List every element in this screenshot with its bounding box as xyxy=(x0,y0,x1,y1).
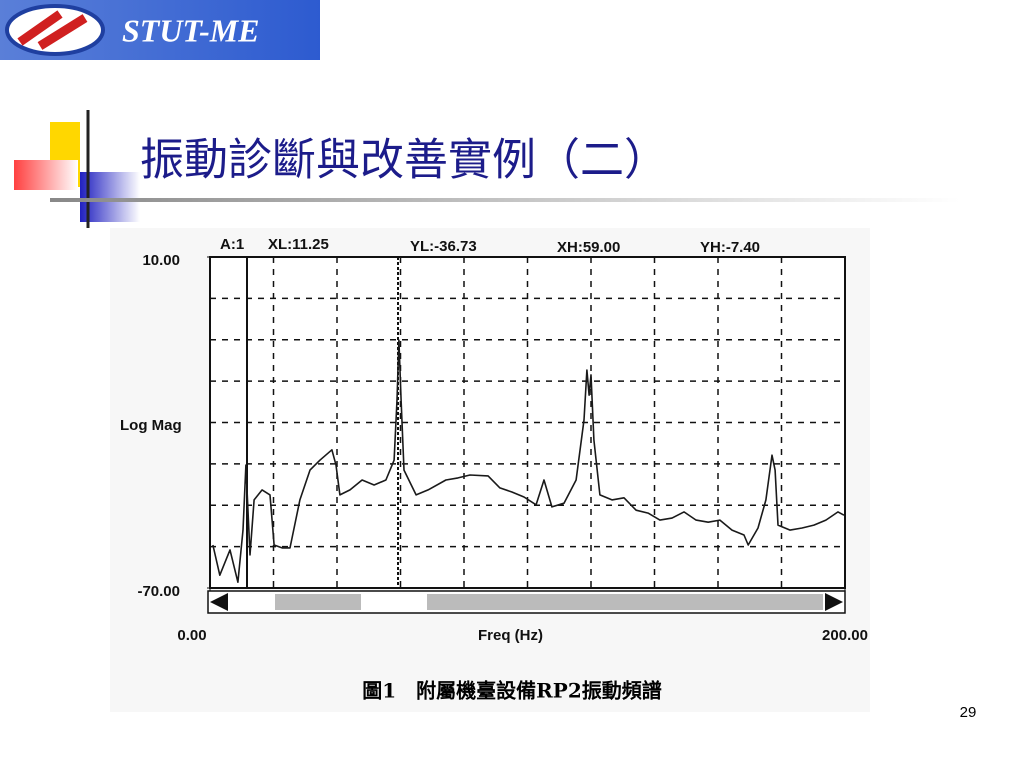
logo-stripes xyxy=(17,10,88,50)
scroll-arrow-right xyxy=(825,593,843,611)
spectrum-line xyxy=(212,339,845,583)
page-number: 29 xyxy=(960,704,977,721)
scroll-segment xyxy=(427,594,823,610)
annotation: XL:11.25 xyxy=(268,236,329,253)
grid xyxy=(210,257,845,588)
scrollbar xyxy=(207,590,846,614)
y-tick-label: 10.00 xyxy=(142,252,180,269)
annotation: YH:-7.40 xyxy=(700,239,760,256)
annotation: A:1 xyxy=(220,236,244,253)
x-axis-label: Freq (Hz) xyxy=(478,627,543,644)
annotation: XH:59.00 xyxy=(557,239,620,256)
logo-text: STUT-ME xyxy=(122,12,260,48)
chart: Log Mag Freq (Hz) A:1 XL:11.25 YL:-36.73… xyxy=(120,236,868,644)
annotation: YL:-36.73 xyxy=(410,238,477,255)
deco-blue xyxy=(80,172,140,222)
scroll-arrow-left xyxy=(210,593,228,611)
slide-title: 振動診斷與改善實例（二） xyxy=(140,135,668,186)
title-rule xyxy=(50,198,960,202)
y-axis-label: Log Mag xyxy=(120,417,182,434)
scroll-segment xyxy=(275,594,361,610)
x-tick-label: 0.00 xyxy=(177,627,206,644)
y-tick-label: -70.00 xyxy=(137,583,180,600)
deco-red xyxy=(14,160,78,190)
caption: 圖1 附屬機臺設備RP2振動頻譜 xyxy=(362,679,662,703)
x-tick-label: 200.00 xyxy=(822,627,868,644)
